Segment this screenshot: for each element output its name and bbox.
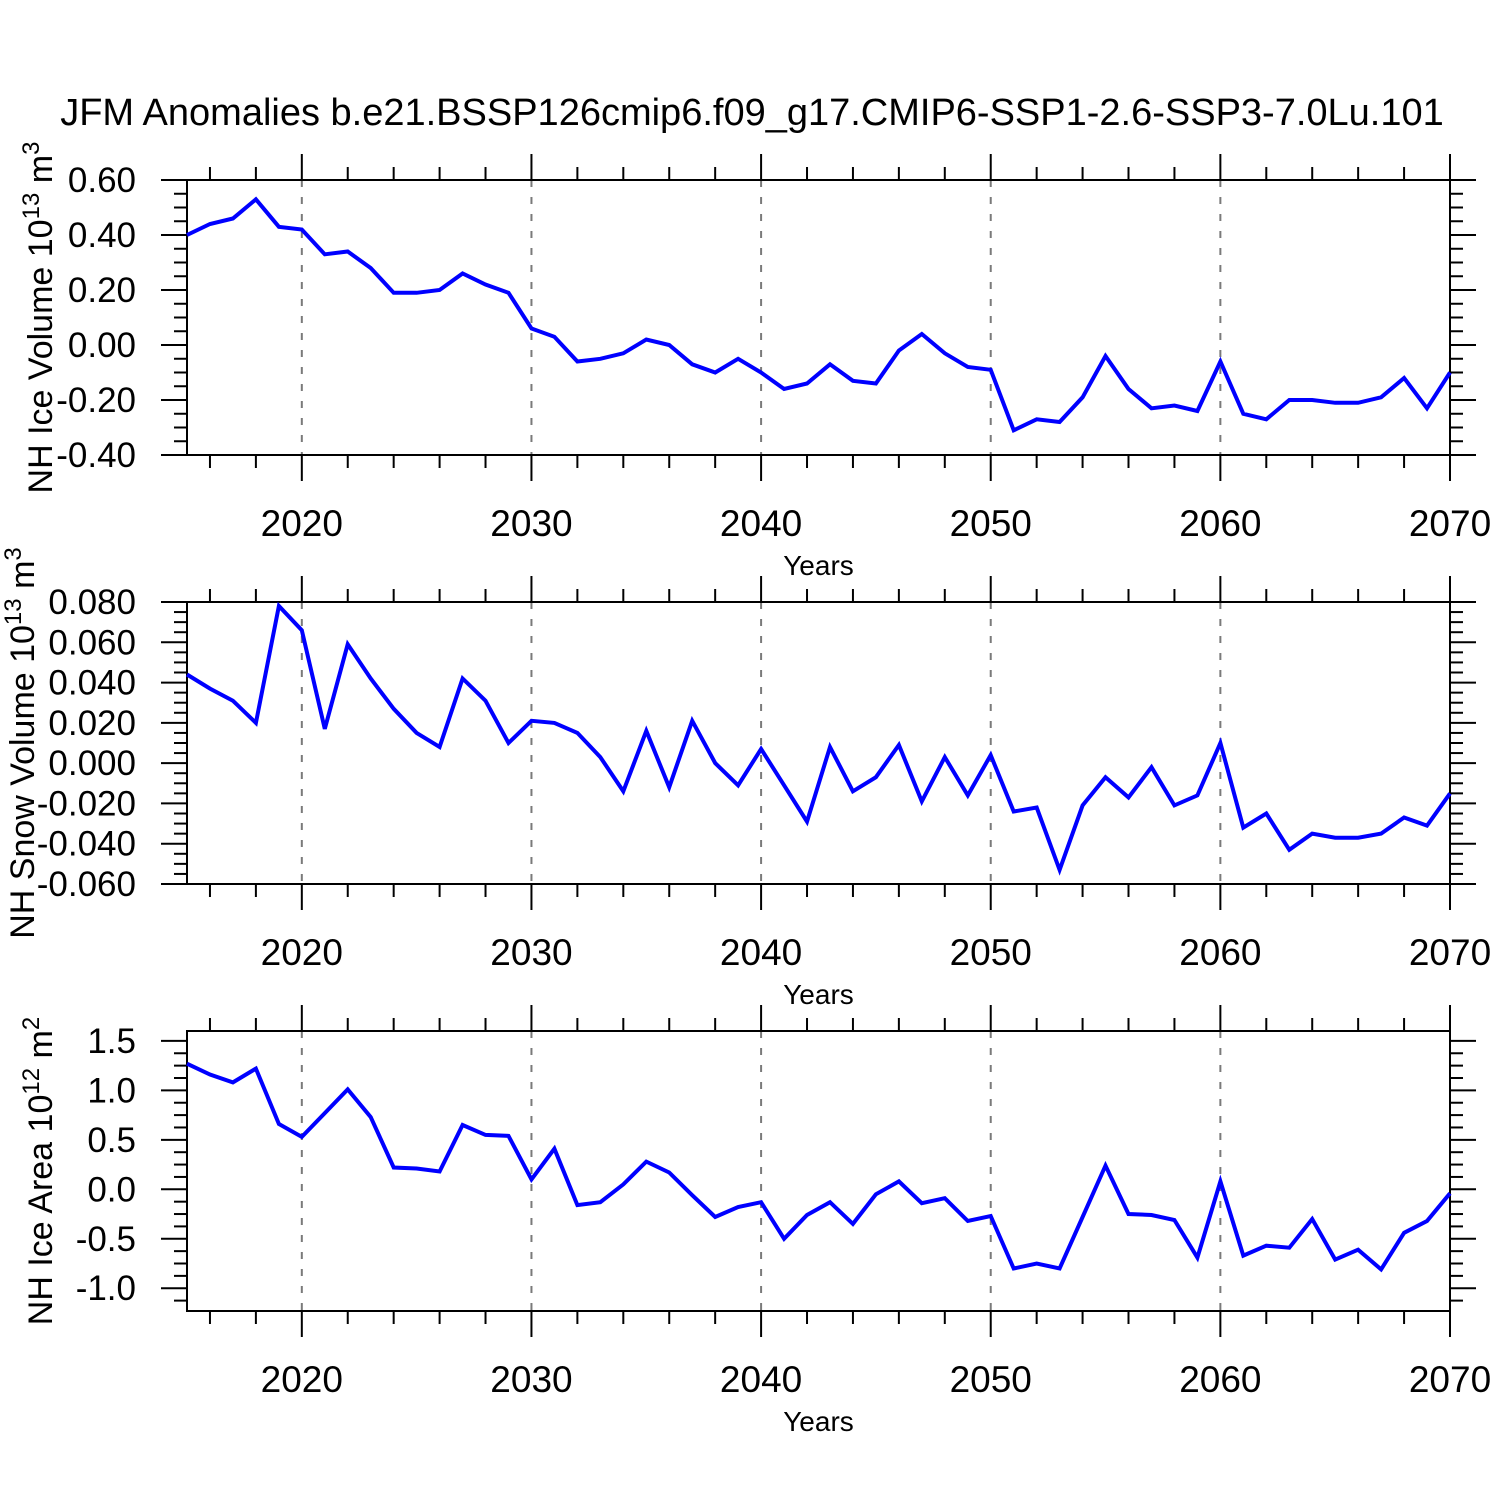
y-tick-label: 0.020 (48, 704, 136, 743)
x-tick-label: 2040 (720, 503, 802, 544)
x-tick-label: 2060 (1179, 932, 1261, 973)
data-line-ice-volume (186, 196, 1452, 434)
y-tick-label: -0.020 (37, 784, 136, 823)
panel-snow-volume: 2020 2030 2040 2050 2060 20700.0800.0600.0400… (0, 547, 1491, 1010)
x-tick-label: 2050 (950, 1359, 1032, 1400)
y-tick-label: -0.20 (56, 381, 136, 420)
x-tick-label: 2040 (720, 932, 802, 973)
x-tick-label: 2070 (1409, 932, 1491, 973)
plot-frame (186, 601, 1451, 885)
y-tick-label: -1.0 (76, 1269, 136, 1308)
y-tick-label: 0.000 (48, 744, 136, 783)
panel-ice-area: 2020 2030 2040 2050 2060 2070 1.5 1.0 0.5 0.0 -0.5… (18, 1005, 1491, 1437)
y-tick-label: 0.0 (87, 1170, 136, 1209)
x-axis-title: Years (783, 550, 854, 581)
y-axis-title: NH Ice Volume 1013 m3 (18, 142, 60, 494)
y-tick-label: 0.20 (68, 271, 136, 310)
y-tick-label: -0.060 (37, 865, 136, 904)
plot-frame (186, 179, 1451, 456)
y-tick-label: 0.00 (68, 326, 136, 365)
x-tick-label: 2070 (1409, 1359, 1491, 1400)
x-tick-label: 2060 (1179, 503, 1261, 544)
x-tick-label: 2050 (950, 932, 1032, 973)
y-tick-label: 0.040 (48, 664, 136, 703)
data-line-ice-area (186, 1061, 1452, 1273)
plot-frame (186, 1030, 1451, 1312)
x-tick-label: 2050 (950, 503, 1032, 544)
x-tick-label: 2020 (261, 1359, 343, 1400)
y-tick-label: 0.40 (68, 216, 136, 255)
panel-ice-volume: 2020 2030 2040 2050 2060 2070 0.60 0.40 0.20 0.00… (18, 142, 1491, 581)
y-tick-label: -0.040 (37, 825, 136, 864)
x-tick-label: 2040 (720, 1359, 802, 1400)
y-tick-label: 0.60 (68, 161, 136, 200)
y-axis-title: NH Snow Volume 1013 m3 (0, 547, 42, 939)
x-tick-label: 2070 (1409, 503, 1491, 544)
x-tick-label: 2030 (490, 503, 572, 544)
y-tick-label: 0.060 (48, 623, 136, 662)
data-line-snow-volume (185, 601, 1452, 876)
y-axis-title: NH Ice Area 1012 m2 (18, 1017, 60, 1325)
x-tick-label: 2020 (261, 503, 343, 544)
y-tick-label: 1.0 (87, 1071, 136, 1110)
y-tick-label: 0.080 (48, 583, 136, 622)
y-tick-label: -0.5 (76, 1220, 136, 1259)
y-tick-label: 0.5 (87, 1121, 136, 1160)
x-axis-title: Years (783, 1406, 854, 1437)
x-tick-label: 2030 (490, 1359, 572, 1400)
x-tick-label: 2020 (261, 932, 343, 973)
y-tick-label: 1.5 (87, 1022, 136, 1061)
x-tick-label: 2060 (1179, 1359, 1261, 1400)
y-tick-label: -0.40 (56, 436, 136, 475)
x-axis-title: Years (783, 979, 854, 1010)
x-tick-label: 2030 (490, 932, 572, 973)
chart-title: JFM Anomalies b.e21.BSSP126cmip6.f09_g17… (60, 92, 1444, 134)
